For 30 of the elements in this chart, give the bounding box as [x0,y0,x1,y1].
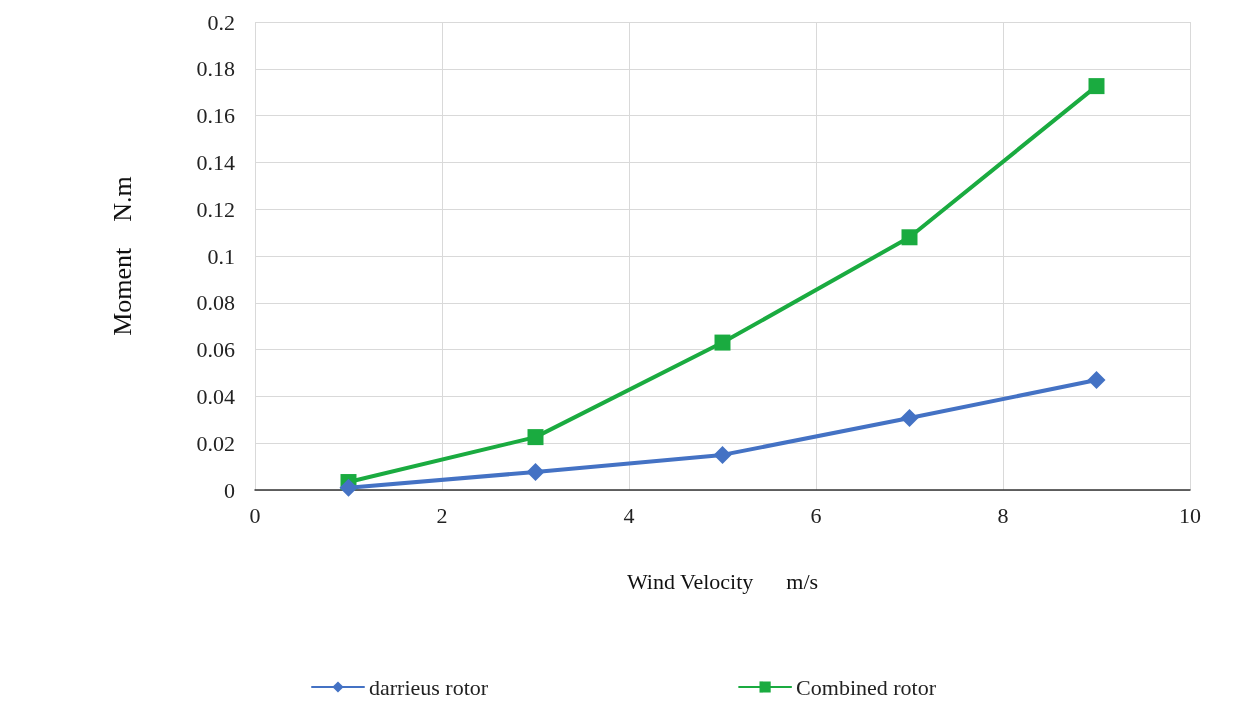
x-tick-label: 8 [997,502,1009,528]
y-tick-label: 0.04 [196,383,235,409]
y-tick-label: 0.18 [196,56,235,82]
x-tick-label: 10 [1179,502,1201,528]
x-tick-label: 2 [436,502,448,528]
point [339,478,358,497]
y-tick-label: 0.1 [207,243,235,269]
x-tick-label: 6 [810,502,822,528]
y-tick-label: 0.12 [196,196,235,222]
y-tick-label: 0.06 [196,337,235,363]
y-tick-label: 0 [224,477,235,503]
point [1088,78,1105,95]
y-tick-label: 0.14 [196,149,235,175]
point [526,462,545,481]
y-tick-label: 0.08 [196,290,235,316]
y-tick-label: 0.16 [196,103,235,129]
y-tick-label: 0.2 [207,9,235,35]
y-axis-title: Moment N.m [107,176,137,336]
x-axis-title: Wind Velocity m/s [626,568,819,594]
point [900,408,919,427]
x-tick-label: 4 [623,502,635,528]
point [527,429,544,446]
point [1087,371,1106,390]
legend-label: Combined rotor [796,674,937,700]
point [901,229,918,246]
x-tick-label: 0 [249,502,261,528]
legend-label: darrieus rotor [368,674,489,700]
point [713,445,732,464]
y-tick-label: 0.02 [196,430,235,456]
point [714,334,731,351]
